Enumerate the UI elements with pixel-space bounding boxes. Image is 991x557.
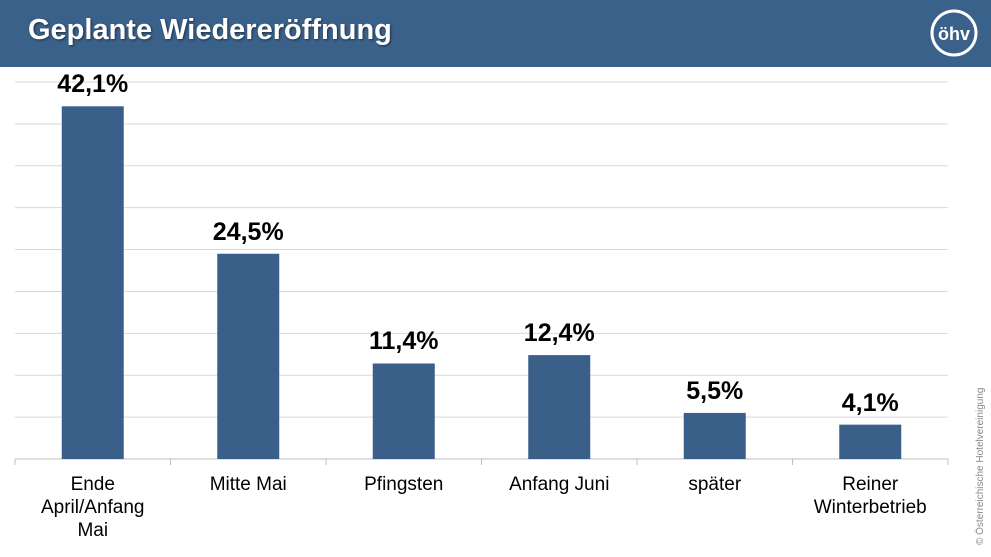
- x-tick-label: Anfang Juni: [509, 474, 610, 495]
- bar: [61, 106, 124, 459]
- value-label: 24,5%: [212, 217, 284, 246]
- bar: [683, 412, 746, 459]
- x-tick-label: Mitte Mai: [209, 474, 287, 495]
- title: Geplante Wiedereröffnung: [28, 14, 392, 46]
- value-label: 11,4%: [368, 327, 439, 356]
- value-label: 42,1%: [57, 70, 129, 99]
- logo: öhv: [930, 9, 978, 57]
- bar: [372, 363, 435, 459]
- x-tick-label: Pfingsten: [364, 474, 444, 495]
- bar: [217, 253, 280, 459]
- svg-text:öhv: öhv: [938, 24, 970, 44]
- copyright: © Österreichische Hotelvereinigung: [975, 387, 986, 545]
- value-label: 12,4%: [523, 319, 595, 348]
- bar: [839, 424, 902, 459]
- x-tick-label: später: [688, 474, 742, 495]
- value-label: 5,5%: [686, 376, 744, 405]
- bar: [528, 355, 591, 459]
- header: Geplante Wiedereröffnung öhv: [0, 0, 991, 67]
- x-tick-label: Ende April/Anfang Mai: [40, 474, 145, 541]
- x-tick-label: Reiner Winterbetrieb: [813, 474, 927, 518]
- value-label: 4,1%: [841, 388, 899, 417]
